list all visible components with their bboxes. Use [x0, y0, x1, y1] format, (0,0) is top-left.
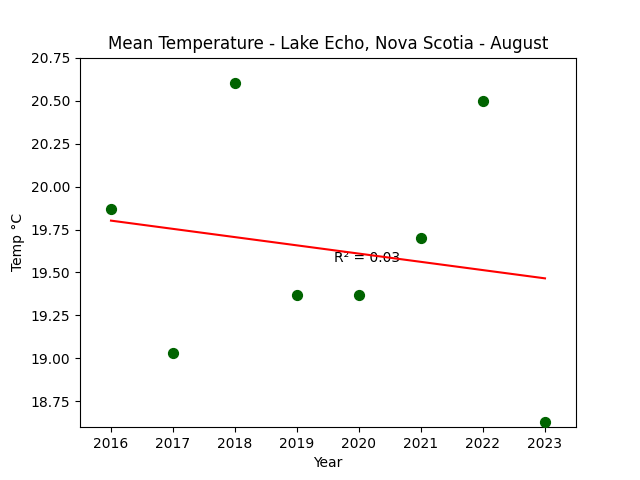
Title: Mean Temperature - Lake Echo, Nova Scotia - August: Mean Temperature - Lake Echo, Nova Scoti…	[108, 35, 548, 53]
Point	[168, 349, 178, 357]
Point	[292, 291, 302, 299]
Y-axis label: Temp °C: Temp °C	[11, 213, 25, 272]
Point	[478, 97, 488, 105]
Point	[540, 418, 550, 426]
Text: R² = 0.03: R² = 0.03	[334, 251, 401, 265]
Point	[416, 234, 426, 242]
X-axis label: Year: Year	[314, 456, 342, 470]
Point	[106, 205, 116, 213]
Point	[354, 291, 364, 299]
Point	[230, 80, 240, 87]
